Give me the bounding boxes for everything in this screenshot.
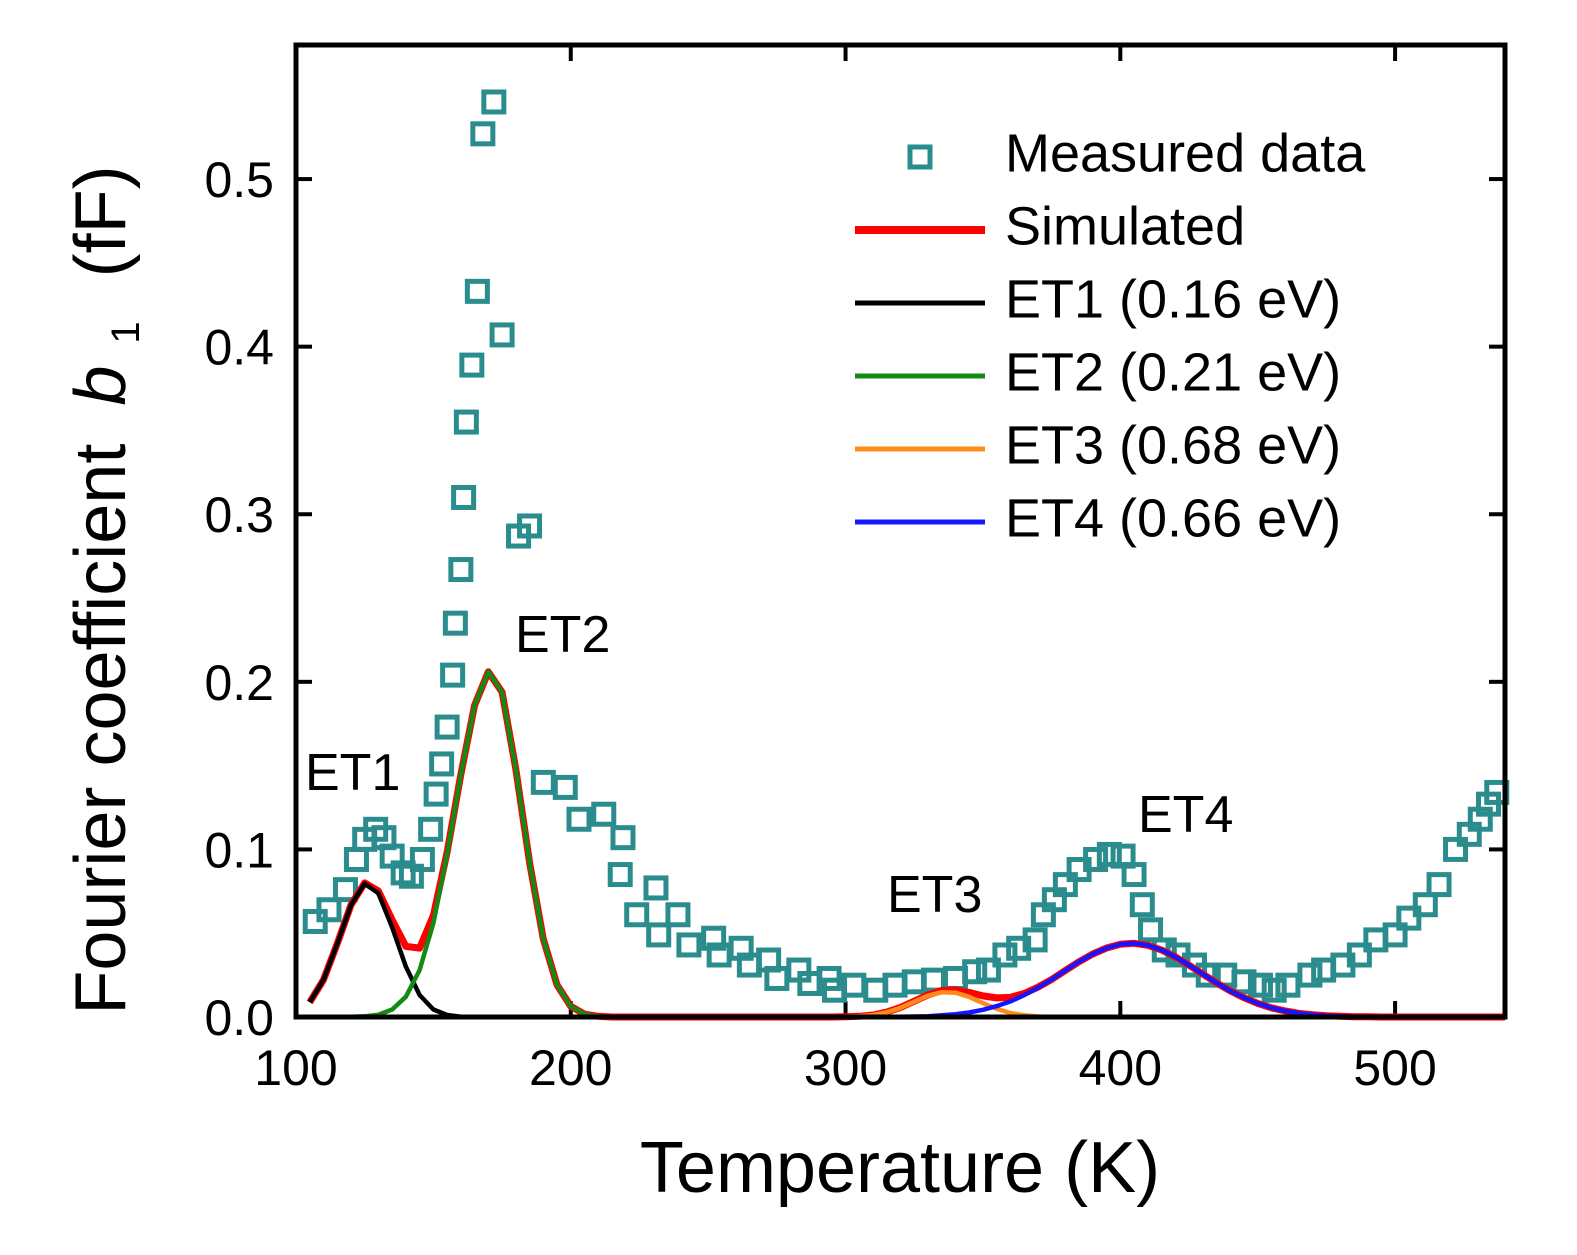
legend-label: ET4 (0.66 eV)	[1005, 488, 1341, 548]
data-point	[1247, 972, 1273, 998]
y-tick-label: 0.4	[204, 320, 274, 376]
x-tick-label: 200	[529, 1040, 612, 1096]
series-line	[309, 669, 1505, 1020]
data-point	[975, 957, 1001, 983]
data-point	[1231, 969, 1257, 995]
data-point	[409, 846, 435, 872]
plot-frame	[293, 42, 1508, 1020]
legend-marker	[907, 144, 933, 170]
x-tick-label: 400	[1079, 1040, 1162, 1096]
legend-label: Measured data	[1005, 123, 1366, 183]
data-point	[440, 662, 466, 688]
y-tick-label: 0.1	[204, 822, 274, 878]
data-point	[434, 714, 460, 740]
data-point	[1121, 862, 1147, 888]
data-point	[624, 902, 650, 928]
y-axis-title: Fourier coefficient b 1 (fF)	[61, 165, 155, 1014]
data-point	[1129, 892, 1155, 918]
annotation: ET1	[305, 744, 400, 802]
data-point	[1052, 872, 1078, 898]
data-point	[1138, 917, 1164, 943]
data-point	[470, 121, 496, 147]
data-point	[459, 352, 485, 378]
data-point	[1382, 922, 1408, 948]
legend-label: ET3 (0.68 eV)	[1005, 415, 1341, 475]
data-point	[610, 825, 636, 851]
x-axis-title: Temperature (K)	[640, 1128, 1160, 1208]
data-point	[992, 942, 1018, 968]
data-point	[1426, 872, 1452, 898]
data-point	[566, 806, 592, 832]
data-point	[448, 557, 474, 583]
y-tick-label: 0.2	[204, 655, 274, 711]
data-point	[665, 902, 691, 928]
data-point	[1443, 836, 1469, 862]
y-axis-title-subscript: 1	[104, 321, 148, 343]
data-point	[316, 897, 342, 923]
data-point	[442, 610, 468, 636]
data-point	[464, 278, 490, 304]
data-point	[453, 409, 479, 435]
data-point	[517, 513, 543, 539]
data-point	[1096, 841, 1122, 867]
legend-label: Simulated	[1005, 196, 1245, 256]
data-point	[646, 922, 672, 948]
data-point	[591, 801, 617, 827]
data-point	[1261, 977, 1287, 1003]
data-point	[607, 862, 633, 888]
data-point	[1297, 962, 1323, 988]
data-point	[343, 846, 369, 872]
data-point	[1396, 905, 1422, 931]
legend-label: ET2 (0.21 eV)	[1005, 342, 1341, 402]
data-point	[1083, 846, 1109, 872]
data-point	[962, 959, 988, 985]
data-point	[489, 322, 515, 348]
y-axis-title-variable: b	[61, 366, 141, 406]
data-point	[1022, 927, 1048, 953]
series-line	[306, 668, 1505, 1021]
x-tick-label: 100	[254, 1040, 337, 1096]
data-point	[332, 877, 358, 903]
data-point	[418, 816, 444, 842]
annotation: ET4	[1138, 786, 1233, 844]
data-point	[530, 769, 556, 795]
annotation: ET2	[515, 606, 610, 664]
y-axis-title-text: Fourier coefficient	[61, 444, 141, 1015]
data-point	[701, 925, 727, 951]
data-point	[429, 751, 455, 777]
y-tick-label: 0.5	[204, 152, 274, 208]
data-point	[1412, 892, 1438, 918]
data-point	[451, 484, 477, 510]
data-point	[643, 875, 669, 901]
x-tick-label: 500	[1353, 1040, 1436, 1096]
data-point	[552, 774, 578, 800]
annotation: ET3	[887, 866, 982, 924]
y-tick-label: 0.3	[204, 487, 274, 543]
legend-label: ET1 (0.16 eV)	[1005, 269, 1341, 329]
y-axis-title-unit: (fF)	[61, 165, 141, 277]
data-point	[676, 932, 702, 958]
data-point	[423, 781, 449, 807]
y-tick-label: 0.0	[204, 990, 274, 1046]
x-tick-label: 300	[804, 1040, 887, 1096]
data-point	[481, 89, 507, 115]
data-point	[1346, 942, 1372, 968]
